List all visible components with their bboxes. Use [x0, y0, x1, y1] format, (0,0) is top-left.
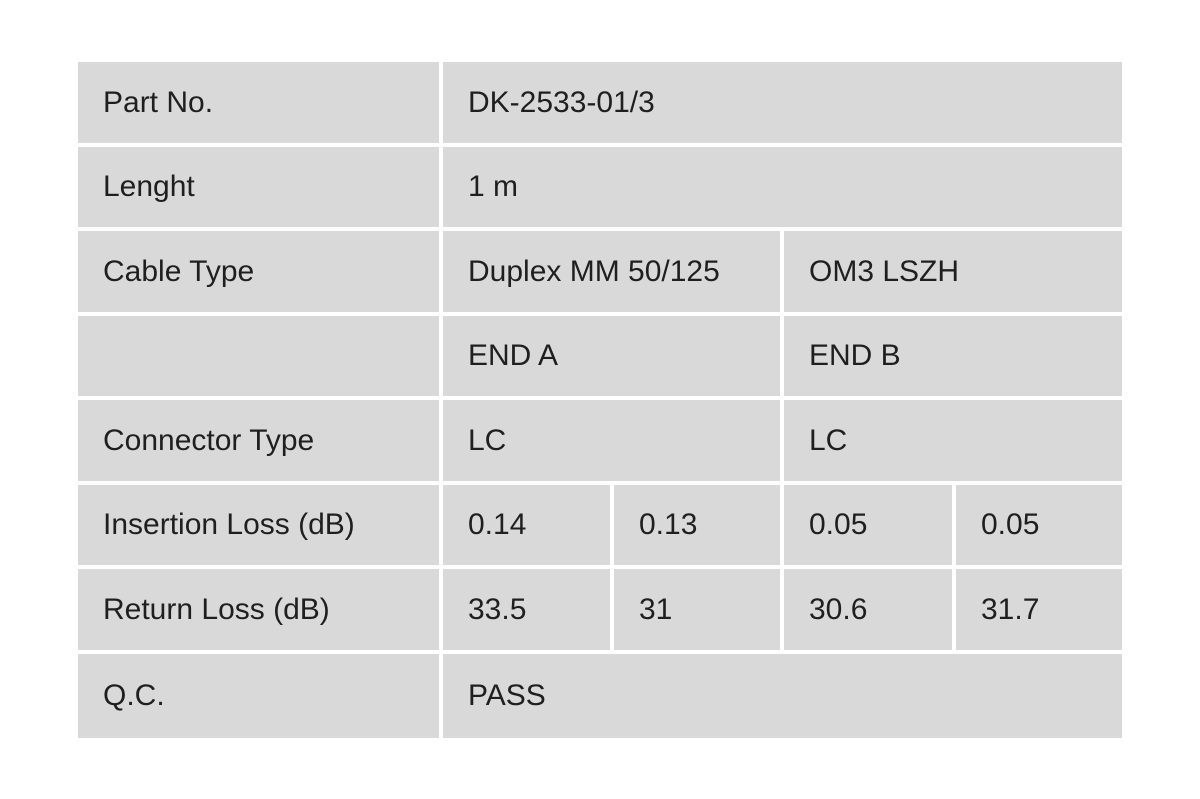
value-cell: 1 m: [443, 147, 1122, 227]
value-cell: LC: [443, 400, 780, 481]
value-cell: END B: [784, 316, 1122, 396]
row-label: Cable Type: [78, 231, 439, 312]
row-label: Insertion Loss (dB): [78, 485, 439, 565]
value-cell: 33.5: [443, 569, 610, 650]
row-label: [78, 316, 439, 396]
value-cell: 0.05: [956, 485, 1122, 565]
value-cell: OM3 LSZH: [784, 231, 1122, 312]
row-label: Q.C.: [78, 654, 439, 738]
row-label: Lenght: [78, 147, 439, 227]
value-cell: Duplex MM 50/125: [443, 231, 780, 312]
row-label: Connector Type: [78, 400, 439, 481]
value-cell: DK-2533-01/3: [443, 62, 1122, 143]
row-label: Return Loss (dB): [78, 569, 439, 650]
value-cell: 0.14: [443, 485, 610, 565]
value-cell: 31: [614, 569, 780, 650]
value-cell: END A: [443, 316, 780, 396]
value-cell: 0.13: [614, 485, 780, 565]
value-cell: LC: [784, 400, 1122, 481]
value-cell: 31.7: [956, 569, 1122, 650]
value-cell: PASS: [443, 654, 1122, 738]
value-cell: 30.6: [784, 569, 952, 650]
value-cell: 0.05: [784, 485, 952, 565]
row-label: Part No.: [78, 62, 439, 143]
